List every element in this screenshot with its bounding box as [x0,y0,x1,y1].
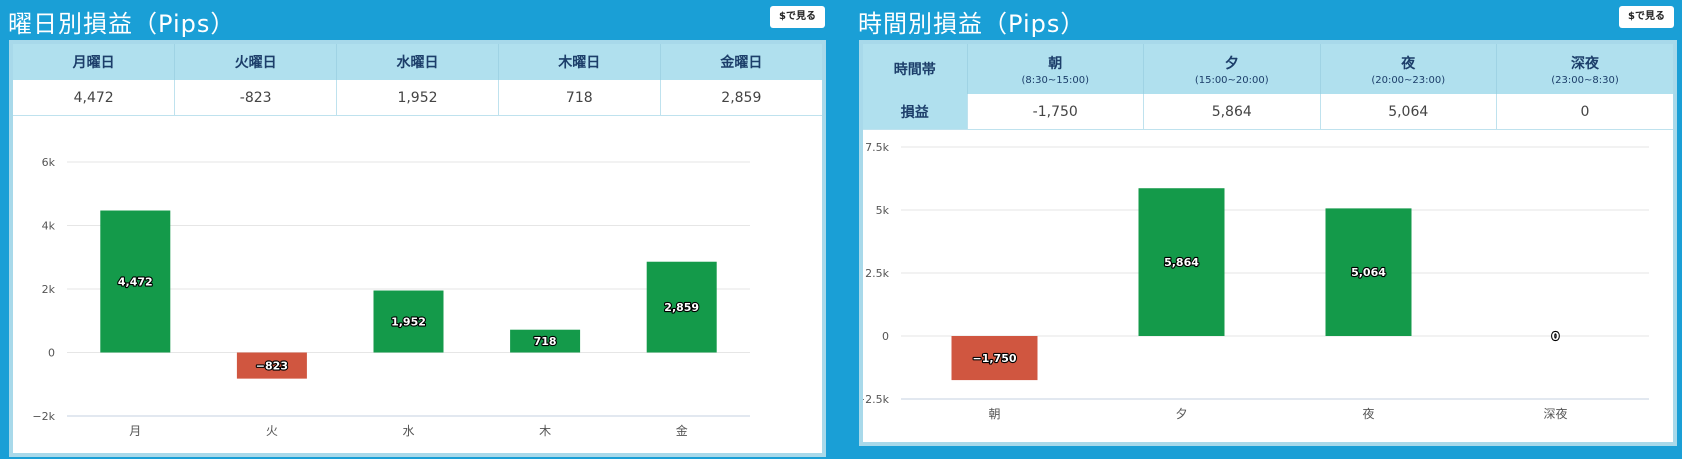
value-fri: 2,859 [660,80,822,116]
x-category-label: 深夜 [1543,406,1567,421]
bar-data-label: 5,864 [1164,256,1199,269]
bar-data-label: −823 [256,360,288,373]
hourly-bar-chart: 7.5k 5k 2.5k 0 −2.5k −1,750 朝 5,864 夕 5,064 夜 0 深夜 [863,141,1649,421]
hourly-value-row: 損益 -1,750 5,864 5,064 0 [863,94,1673,130]
hourly-title: 時間別損益（Pips） [858,10,1086,38]
y-tick-label: 2.5k [865,267,889,280]
header-time-slot: 時間帯 [863,44,968,94]
hourly-usd-button[interactable]: $で見る [1619,6,1674,28]
weekday-bar-chart: 6k 4k 2k 0 −2k 4,472 月 −823 火 1,952 水 718 木 2,859 金 [32,156,750,438]
x-category-label: 火 [266,424,278,438]
weekday-header-row: 月曜日 火曜日 水曜日 木曜日 金曜日 [13,44,822,80]
value-wed: 1,952 [336,80,499,116]
bar [373,290,444,353]
x-category-label: 月 [129,424,141,438]
header-thu: 木曜日 [498,44,661,80]
header-night: 夜 (20:00~23:00) [1320,44,1497,94]
y-tick-label: 0 [882,330,889,343]
hourly-card: 時間帯 朝 (8:30~15:00) 夕 (15:00~20:00) 夜 (20:00… [859,40,1677,446]
x-category-label: 金 [676,423,688,438]
weekday-title: 曜日別損益（Pips） [8,10,236,38]
bar-data-label: 718 [534,335,557,348]
weekday-card: 月曜日 火曜日 水曜日 木曜日 金曜日 4,472 -823 1,952 718… [9,40,826,457]
header-mon: 月曜日 [13,44,176,80]
y-tick-label: 6k [42,156,56,169]
value-thu: 718 [498,80,661,116]
weekday-table: 月曜日 火曜日 水曜日 木曜日 金曜日 4,472 -823 1,952 718… [13,44,822,116]
header-evening-range: (15:00~20:00) [1194,74,1269,86]
bar [1325,208,1412,336]
y-tick-label: 7.5k [865,141,889,154]
bar-data-label: 4,472 [118,276,153,289]
header-night-range: (20:00~23:00) [1371,74,1446,86]
y-tick-label: 5k [876,204,890,217]
bar [100,210,171,353]
header-late-night: 深夜 (23:00~8:30) [1496,44,1673,94]
header-wed: 水曜日 [336,44,499,80]
value-late-night: 0 [1496,94,1673,130]
bar [236,352,307,379]
x-category-label: 夜 [1362,406,1374,421]
x-category-label: 夕 [1175,407,1187,421]
header-morning: 朝 (8:30~15:00) [967,44,1144,94]
bar [646,261,717,353]
header-morning-range: (8:30~15:00) [1021,74,1089,86]
header-late-night-range: (23:00~8:30) [1551,74,1619,86]
bar [510,329,581,353]
weekday-usd-button[interactable]: $で見る [770,6,825,28]
bar [1138,188,1225,336]
value-morning: -1,750 [967,94,1144,130]
header-evening-label: 夕 [1224,55,1239,72]
bar-data-label: 2,859 [664,301,699,314]
y-tick-label: −2.5k [863,393,890,406]
header-night-label: 夜 [1401,55,1416,72]
weekday-panel: 曜日別損益（Pips） $で見る 月曜日 火曜日 水曜日 木曜日 金曜日 4,4… [0,0,830,459]
value-mon: 4,472 [13,80,176,116]
header-fri: 金曜日 [660,44,822,80]
y-tick-label: −2k [32,410,55,423]
hourly-panel: 時間別損益（Pips） $で見る 時間帯 朝 (8:30~15:00) 夕 (15:… [850,0,1682,459]
row-label-pnl: 損益 [863,94,968,130]
y-tick-label: 2k [42,283,56,296]
value-night: 5,064 [1320,94,1497,130]
x-category-label: 水 [402,424,414,438]
bar-data-label: 1,952 [391,316,426,329]
bar [951,336,1038,381]
header-late-night-label: 深夜 [1571,55,1599,72]
bar-data-label: −1,750 [972,352,1016,365]
value-evening: 5,864 [1143,94,1321,130]
weekday-value-row: 4,472 -823 1,952 718 2,859 [13,80,822,116]
bar-data-label: 5,064 [1351,266,1386,279]
x-category-label: 朝 [988,407,1000,421]
value-tue: -823 [174,80,338,116]
hourly-table: 時間帯 朝 (8:30~15:00) 夕 (15:00~20:00) 夜 (20:00… [863,44,1673,130]
bar-data-label: 0 [1552,330,1560,343]
header-morning-label: 朝 [1048,55,1063,72]
x-category-label: 木 [539,424,551,438]
y-tick-label: 0 [48,347,55,360]
header-tue: 火曜日 [174,44,338,80]
header-evening: 夕 (15:00~20:00) [1143,44,1321,94]
hourly-header-row: 時間帯 朝 (8:30~15:00) 夕 (15:00~20:00) 夜 (20:00… [863,44,1673,94]
y-tick-label: 4k [42,220,56,233]
